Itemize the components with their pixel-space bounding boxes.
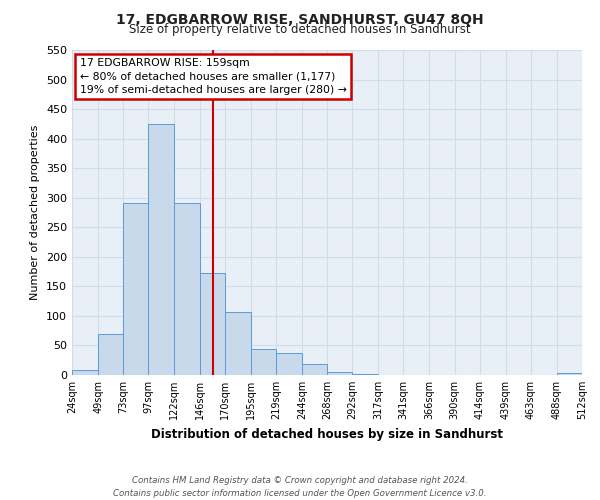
Text: 17 EDGBARROW RISE: 159sqm
← 80% of detached houses are smaller (1,177)
19% of se: 17 EDGBARROW RISE: 159sqm ← 80% of detac… [80, 58, 347, 94]
Bar [72, 370, 98, 375]
Bar [557, 373, 582, 375]
Bar [224, 312, 251, 375]
Bar [98, 334, 123, 375]
Bar [276, 352, 302, 375]
Text: Contains HM Land Registry data © Crown copyright and database right 2024.
Contai: Contains HM Land Registry data © Crown c… [113, 476, 487, 498]
Bar [251, 349, 276, 375]
Bar [200, 273, 224, 375]
Bar [148, 124, 175, 375]
X-axis label: Distribution of detached houses by size in Sandhurst: Distribution of detached houses by size … [151, 428, 503, 440]
Y-axis label: Number of detached properties: Number of detached properties [31, 125, 40, 300]
Bar [302, 364, 327, 375]
Text: Size of property relative to detached houses in Sandhurst: Size of property relative to detached ho… [129, 22, 471, 36]
Bar [175, 203, 199, 375]
Bar [352, 374, 378, 375]
Bar [327, 372, 352, 375]
Bar [123, 203, 148, 375]
Text: 17, EDGBARROW RISE, SANDHURST, GU47 8QH: 17, EDGBARROW RISE, SANDHURST, GU47 8QH [116, 12, 484, 26]
